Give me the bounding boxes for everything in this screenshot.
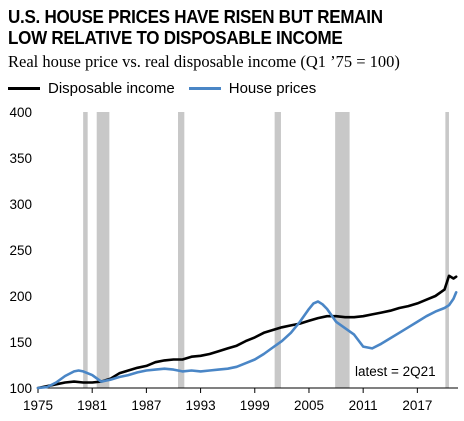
- legend-label-disposable-income: Disposable income: [48, 79, 175, 97]
- recession-band: [96, 112, 110, 388]
- x-tick-label: 2005: [294, 398, 324, 413]
- recession-band: [178, 112, 185, 388]
- x-tick-label: 1987: [131, 398, 161, 413]
- x-tick-label: 1993: [186, 398, 216, 413]
- y-tick-label: 350: [9, 151, 32, 166]
- recession-bands: [83, 112, 449, 388]
- x-tick-label: 1981: [77, 398, 107, 413]
- axes: 100 150 200 250 300 350 400 1975 1981 1987 1993 199…: [9, 105, 458, 413]
- legend-label-house-prices: House prices: [228, 79, 317, 97]
- y-tick-label: 150: [9, 335, 32, 350]
- series-lines: [36, 274, 458, 390]
- legend-swatch-house-prices: [188, 86, 221, 90]
- recession-band: [83, 112, 88, 388]
- recession-band: [335, 112, 350, 388]
- y-tick-label: 100: [9, 381, 32, 396]
- legend-swatch-disposable-income: [8, 86, 40, 90]
- recession-band: [445, 112, 449, 388]
- y-tick-label: 400: [9, 105, 32, 120]
- chart-subtitle: Real house price vs. real disposable inc…: [8, 52, 400, 71]
- y-tick-label: 250: [9, 243, 32, 258]
- legend-item-disposable-income: Disposable income: [8, 80, 175, 97]
- x-tick-label: 2017: [402, 398, 432, 413]
- y-tick-label: 300: [9, 197, 32, 212]
- x-tick-label: 1999: [240, 398, 270, 413]
- series-line-house-prices: [36, 290, 458, 390]
- chart-title: U.S. HOUSE PRICES HAVE RISEN BUT REMAIN …: [8, 6, 383, 48]
- legend: Disposable income House prices: [8, 78, 330, 98]
- x-tick-label: 1975: [23, 398, 53, 413]
- legend-item-house-prices: House prices: [188, 79, 317, 97]
- x-tick-label: 2011: [349, 398, 378, 413]
- y-tick-label: 200: [9, 289, 32, 304]
- latest-annotation: latest = 2Q21: [355, 364, 436, 379]
- recession-band: [274, 112, 281, 388]
